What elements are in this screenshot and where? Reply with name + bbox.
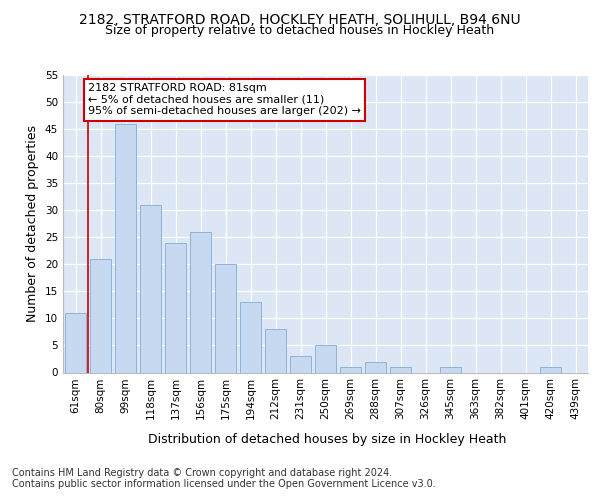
- Bar: [215, 264, 236, 372]
- Bar: [165, 242, 186, 372]
- Bar: [440, 367, 461, 372]
- Bar: [540, 367, 561, 372]
- Bar: [90, 259, 111, 372]
- Bar: [290, 356, 311, 372]
- Bar: [115, 124, 136, 372]
- Bar: [390, 367, 411, 372]
- Bar: [340, 367, 361, 372]
- Bar: [265, 329, 286, 372]
- Bar: [140, 205, 161, 372]
- Bar: [240, 302, 261, 372]
- Bar: [65, 313, 86, 372]
- Text: 2182 STRATFORD ROAD: 81sqm
← 5% of detached houses are smaller (11)
95% of semi-: 2182 STRATFORD ROAD: 81sqm ← 5% of detac…: [88, 83, 361, 116]
- Text: Contains HM Land Registry data © Crown copyright and database right 2024.
Contai: Contains HM Land Registry data © Crown c…: [12, 468, 436, 489]
- Bar: [315, 346, 336, 372]
- Text: Size of property relative to detached houses in Hockley Heath: Size of property relative to detached ho…: [106, 24, 494, 37]
- Text: 2182, STRATFORD ROAD, HOCKLEY HEATH, SOLIHULL, B94 6NU: 2182, STRATFORD ROAD, HOCKLEY HEATH, SOL…: [79, 12, 521, 26]
- Text: Distribution of detached houses by size in Hockley Heath: Distribution of detached houses by size …: [148, 432, 506, 446]
- Bar: [365, 362, 386, 372]
- Bar: [190, 232, 211, 372]
- Y-axis label: Number of detached properties: Number of detached properties: [26, 125, 40, 322]
